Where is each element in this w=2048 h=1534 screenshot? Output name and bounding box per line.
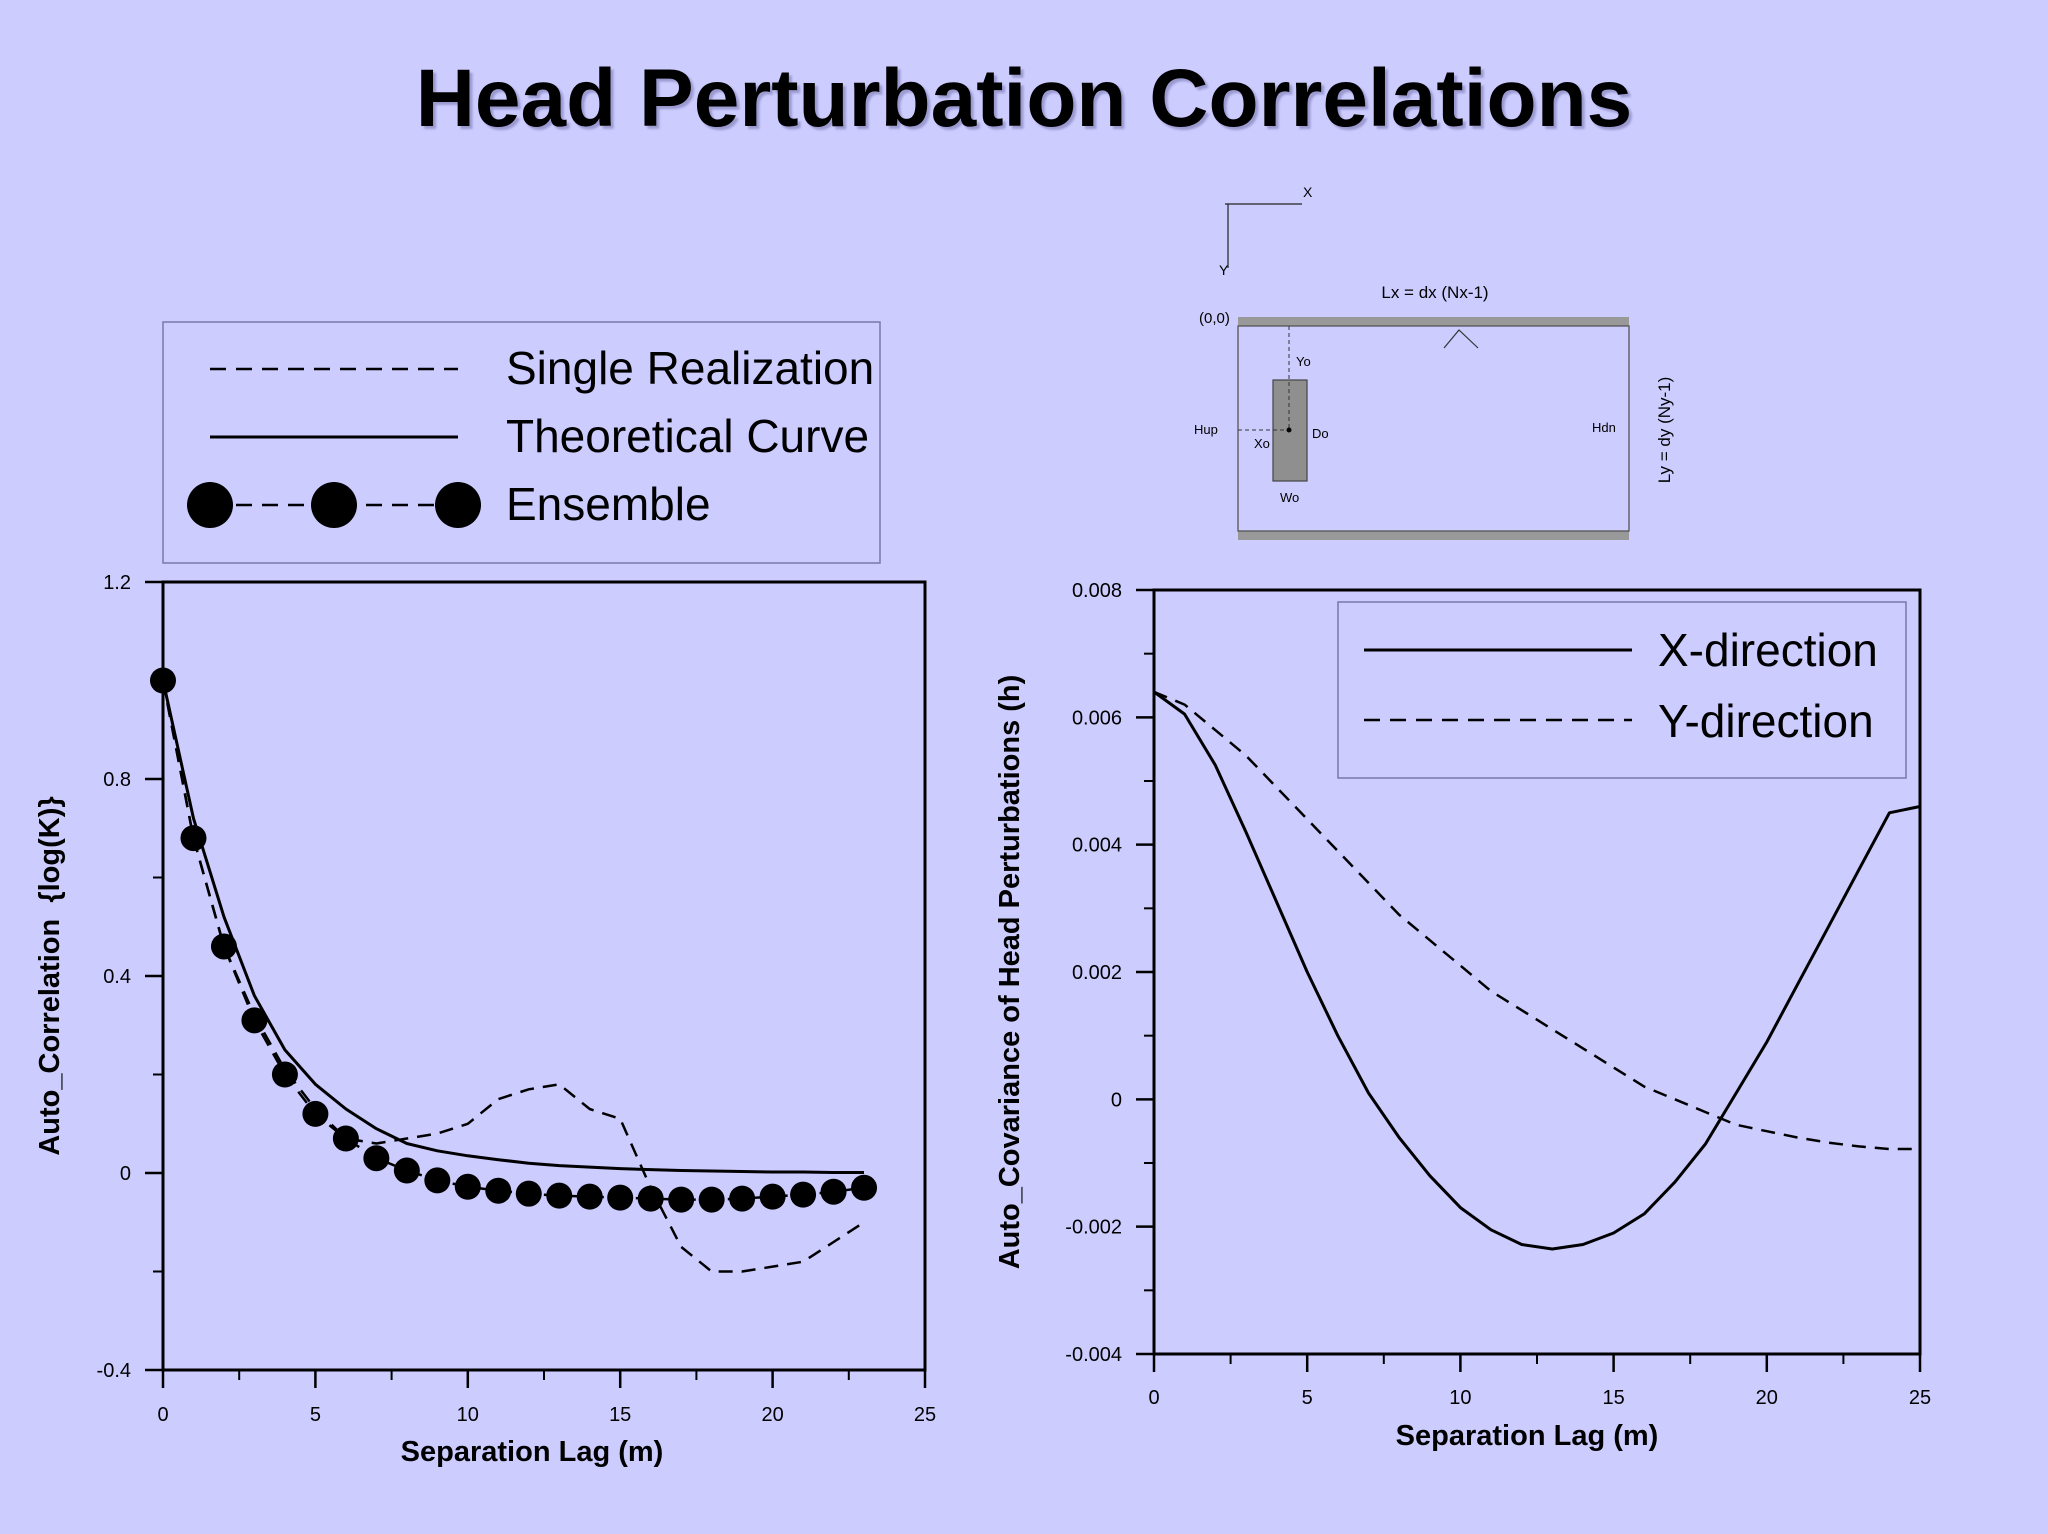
- series-line-x-direction: [1153, 690, 1921, 1251]
- x-tick-label: 20: [1756, 1387, 1778, 1409]
- x-tick-label: 10: [1449, 1387, 1471, 1409]
- y-tick-label: -0.002: [1065, 1217, 1122, 1239]
- diagram-wo-label: Wo: [1280, 490, 1299, 505]
- legend-label-theoretical-curve: Theoretical Curve: [506, 410, 869, 462]
- data-point-ensemble: [485, 1177, 512, 1204]
- chart1-y-axis-label: Auto_Correlation {log(K)}: [34, 796, 66, 1155]
- legend-label-ensemble: Ensemble: [506, 478, 711, 530]
- page-title: Head Perturbation Correlations: [415, 53, 1633, 144]
- data-point-ensemble: [393, 1157, 420, 1184]
- data-point-ensemble: [698, 1186, 725, 1213]
- chart2-ticks: 0 5 10 15 20 25 -0.004 -0.002 0 0.002 0.004 0.006 0.…: [1065, 580, 1931, 1409]
- autocovariance-chart: 0 5 10 15 20 25 -0.004 -0.002 0 0.002 0.004 0.006 0.…: [994, 580, 1931, 1452]
- series-line-theoretical-curve: [161, 680, 864, 1174]
- x-tick-label: 15: [609, 1404, 631, 1426]
- diagram-origin-label: (0,0): [1199, 310, 1230, 327]
- data-point-ensemble: [332, 1125, 359, 1152]
- data-point-ensemble: [851, 1174, 878, 1201]
- x-tick-label: 25: [1909, 1387, 1931, 1409]
- data-point-ensemble: [790, 1181, 817, 1208]
- series-line-single-realization: [161, 680, 865, 1273]
- y-tick-label: 0.008: [1072, 580, 1122, 602]
- data-point-ensemble: [150, 667, 176, 694]
- diagram-bottom-boundary: [1238, 531, 1629, 540]
- legend-label-single-realization: Single Realization: [506, 342, 874, 394]
- chart1-ticks: 0 5 10 15 20 25 -0.4 0 0.4 0.8 1.2: [97, 572, 937, 1426]
- diagram-hup-label: Hup: [1194, 422, 1218, 437]
- data-point-ensemble: [759, 1183, 786, 1210]
- chart1-legend-box: [162, 321, 881, 564]
- chart2-y-axis-label: Auto_Covariance of Head Perturbations (h…: [994, 675, 1026, 1270]
- data-point-ensemble: [271, 1061, 298, 1088]
- y-tick-label: 0: [1111, 1089, 1122, 1111]
- y-tick-label: 1.2: [103, 572, 131, 594]
- diagram-top-boundary: [1238, 317, 1629, 326]
- diagram-lx-label: Lx = dx (Nx-1): [1381, 283, 1488, 302]
- data-point-ensemble: [241, 1007, 268, 1034]
- y-tick-label: 0.4: [103, 966, 131, 988]
- diagram-yo-label: Yo: [1296, 354, 1311, 369]
- data-point-ensemble: [515, 1180, 542, 1207]
- data-point-ensemble: [820, 1178, 847, 1205]
- legend-ensemble-marker: [187, 482, 233, 528]
- diagram-y-label: Y: [1219, 262, 1229, 278]
- diagram-ly-label: Ly = dy (Ny-1): [1655, 377, 1674, 484]
- data-point-ensemble: [302, 1100, 329, 1127]
- data-point-ensemble: [424, 1167, 451, 1194]
- legend-ensemble-marker: [311, 482, 357, 528]
- chart2-x-axis-label: Separation Lag (m): [1396, 1420, 1659, 1452]
- x-tick-label: 15: [1602, 1387, 1624, 1409]
- legend-label-y-direction: Y-direction: [1658, 695, 1874, 747]
- chart2-series: [1153, 690, 1921, 1251]
- y-tick-label: -0.4: [97, 1360, 131, 1382]
- x-tick-label: 5: [1302, 1387, 1313, 1409]
- series-line-ensemble: [161, 680, 865, 1201]
- diagram-well-center: [1286, 427, 1292, 433]
- legend-ensemble-marker: [435, 482, 481, 528]
- data-point-ensemble: [363, 1145, 390, 1172]
- y-tick-label: 0.8: [103, 769, 131, 791]
- data-point-ensemble: [576, 1183, 603, 1210]
- diagram-x-label: X: [1303, 184, 1313, 200]
- data-point-ensemble: [180, 825, 207, 852]
- y-tick-label: 0: [120, 1163, 131, 1185]
- data-point-ensemble: [637, 1185, 664, 1212]
- data-point-ensemble: [729, 1185, 756, 1212]
- domain-schematic: X Y Lx = dx (Nx-1) (0,0) Yo Hup Xo Do Hd…: [1194, 184, 1674, 540]
- x-tick-label: 0: [157, 1404, 168, 1426]
- diagram-hdn-label: Hdn: [1592, 420, 1616, 435]
- data-point-ensemble: [668, 1186, 695, 1213]
- data-point-ensemble: [607, 1184, 634, 1211]
- x-tick-label: 20: [761, 1404, 783, 1426]
- chart1-plot-frame: [161, 580, 927, 1372]
- x-tick-label: 0: [1148, 1387, 1159, 1409]
- chart2-legend-box: [1337, 601, 1907, 779]
- diagram-domain-box: [1237, 325, 1630, 532]
- data-point-ensemble: [546, 1182, 573, 1209]
- chart1-series: [150, 667, 878, 1273]
- y-tick-label: 0.002: [1072, 962, 1122, 984]
- diagram-xo-label: Xo: [1254, 436, 1270, 451]
- autocorrelation-chart: 0 5 10 15 20 25 -0.4 0 0.4 0.8 1.2 Separation Lag …: [34, 321, 937, 1468]
- chart1-x-axis-label: Separation Lag (m): [401, 1436, 664, 1468]
- x-tick-label: 25: [914, 1404, 936, 1426]
- data-point-ensemble: [210, 933, 237, 960]
- data-point-ensemble: [454, 1173, 481, 1200]
- series-line-y-direction: [1153, 690, 1920, 1151]
- diagram-marker: [1443, 329, 1479, 349]
- y-tick-label: 0.006: [1072, 707, 1122, 729]
- legend-label-x-direction: X-direction: [1658, 624, 1878, 676]
- x-tick-label: 5: [310, 1404, 321, 1426]
- x-tick-label: 10: [457, 1404, 479, 1426]
- y-tick-label: -0.004: [1065, 1344, 1122, 1366]
- diagram-do-label: Do: [1312, 426, 1329, 441]
- y-tick-label: 0.004: [1072, 835, 1122, 857]
